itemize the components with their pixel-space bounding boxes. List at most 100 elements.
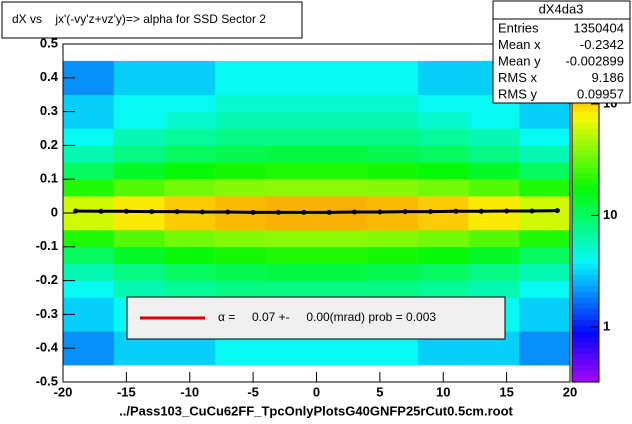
cell bbox=[367, 94, 419, 112]
cell bbox=[265, 280, 317, 298]
cell bbox=[519, 111, 571, 129]
profile-point bbox=[504, 208, 510, 214]
cell bbox=[468, 263, 520, 281]
cell bbox=[215, 60, 267, 79]
cell bbox=[367, 263, 419, 281]
cell bbox=[417, 128, 469, 146]
cell bbox=[417, 229, 469, 248]
color-bar-step bbox=[572, 286, 599, 293]
color-bar-step bbox=[572, 151, 599, 158]
cell bbox=[63, 331, 114, 349]
cell bbox=[113, 348, 165, 366]
cell bbox=[113, 145, 165, 163]
cell bbox=[63, 263, 114, 281]
cell bbox=[316, 128, 368, 146]
cell bbox=[164, 162, 216, 180]
cell bbox=[265, 196, 317, 214]
color-bar-step bbox=[572, 336, 599, 344]
cell bbox=[113, 246, 165, 264]
cell bbox=[468, 145, 520, 163]
cell bbox=[519, 179, 571, 197]
cell bbox=[63, 128, 114, 146]
cell bbox=[164, 77, 216, 95]
color-bar-step bbox=[572, 179, 599, 186]
stats-key: Mean x bbox=[498, 37, 541, 52]
color-bar-step bbox=[572, 269, 599, 276]
cell bbox=[215, 179, 267, 197]
color-bar-step bbox=[572, 122, 599, 129]
cell bbox=[215, 111, 267, 129]
cell bbox=[215, 280, 267, 298]
cell bbox=[265, 348, 317, 366]
cell bbox=[113, 263, 165, 281]
cell bbox=[316, 111, 368, 129]
cell bbox=[468, 213, 520, 231]
cell bbox=[265, 162, 317, 180]
cell bbox=[367, 145, 419, 163]
y-tick-label: 0.3 bbox=[40, 103, 58, 118]
cell bbox=[417, 60, 469, 79]
stats-key: RMS x bbox=[498, 70, 538, 85]
cell bbox=[519, 297, 571, 315]
stats-value: 0.09957 bbox=[577, 86, 624, 101]
cell bbox=[367, 280, 419, 298]
cell bbox=[417, 348, 469, 366]
y-tick-label: 0.1 bbox=[40, 171, 58, 186]
stats-value: -0.2342 bbox=[580, 37, 624, 52]
stats-key: RMS y bbox=[498, 86, 538, 101]
color-bar-step bbox=[572, 258, 599, 265]
cell bbox=[519, 229, 571, 248]
cell bbox=[316, 348, 368, 366]
color-bar-step bbox=[572, 162, 599, 169]
cell bbox=[164, 229, 216, 248]
color-bar-step bbox=[572, 320, 599, 327]
x-tick-label: 10 bbox=[436, 384, 450, 399]
cell bbox=[316, 229, 368, 248]
color-bar-step bbox=[572, 342, 599, 349]
cell bbox=[367, 196, 419, 214]
cell bbox=[265, 213, 317, 231]
cell bbox=[316, 94, 368, 112]
stats-value: 1350404 bbox=[573, 20, 624, 35]
chart-title: dX vs jx'(-vy'z+vz'y)=> alpha for SSD Se… bbox=[12, 12, 266, 26]
cell bbox=[215, 196, 267, 214]
cell bbox=[367, 179, 419, 197]
cell bbox=[164, 263, 216, 281]
y-tick-label: -0.2 bbox=[36, 272, 58, 287]
y-tick-label: 0 bbox=[51, 204, 58, 219]
cell bbox=[316, 162, 368, 180]
cell bbox=[367, 162, 419, 180]
x-tick-label: -5 bbox=[247, 384, 259, 399]
cell bbox=[63, 348, 114, 366]
stats-title: dX4da3 bbox=[539, 1, 584, 16]
stats-rows: Entries 1350404 Mean x -0.2342 Mean y -0.0028… bbox=[498, 20, 624, 101]
color-bar-step bbox=[572, 218, 599, 225]
title-box bbox=[1, 1, 303, 39]
cell bbox=[265, 263, 317, 281]
profile-point bbox=[377, 209, 383, 215]
cell bbox=[215, 229, 267, 248]
color-bar-step bbox=[572, 105, 599, 113]
cell bbox=[113, 213, 165, 231]
y-tick-label: -0.1 bbox=[36, 238, 58, 253]
cell bbox=[316, 280, 368, 298]
stats-key: Entries bbox=[498, 20, 539, 35]
cell bbox=[113, 77, 165, 95]
profile-point bbox=[554, 208, 560, 214]
cell bbox=[63, 314, 114, 332]
cell bbox=[63, 179, 114, 197]
color-bar-step bbox=[572, 196, 599, 203]
cell bbox=[164, 246, 216, 264]
cell bbox=[468, 246, 520, 264]
profile-point bbox=[73, 208, 79, 214]
cell bbox=[468, 128, 520, 146]
cell bbox=[316, 246, 368, 264]
color-bar-step bbox=[572, 297, 599, 304]
color-bar-step bbox=[572, 325, 599, 332]
cell bbox=[367, 60, 419, 79]
cell bbox=[417, 77, 469, 95]
cell bbox=[164, 213, 216, 231]
color-bar-step bbox=[572, 280, 599, 287]
cell bbox=[63, 229, 114, 248]
y-tick-label: -0.3 bbox=[36, 306, 58, 321]
